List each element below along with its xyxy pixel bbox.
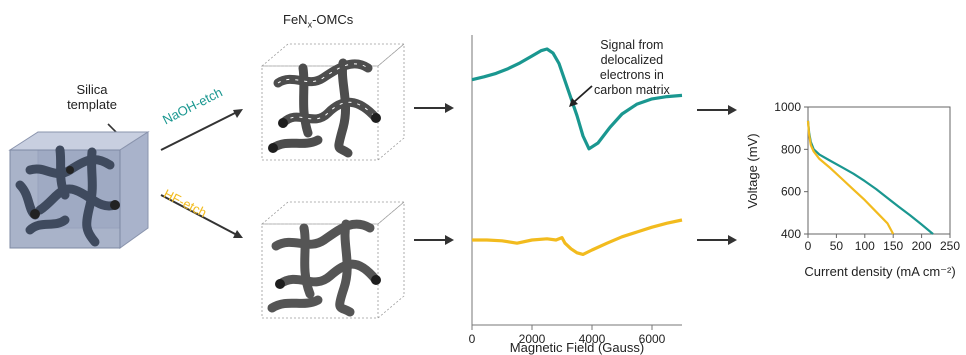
pol-series-1: [806, 120, 895, 235]
pol-y-tick-label: 1000: [774, 100, 801, 114]
hf-arrow: [160, 194, 238, 236]
pol-y-label: Voltage (mV): [745, 133, 760, 208]
epr-spectra-chart: 0 2000 4000 6000 Magnetic Field (Gauss): [469, 35, 683, 355]
omc-struts-top: [268, 58, 381, 158]
polarization-chart: 0 50 100 150 200 250 400 600 800 1000 Current den…: [745, 100, 960, 279]
pol-y-tick-label: 800: [781, 142, 801, 156]
strut-ends: [30, 166, 120, 219]
pol-x-tick-label: 0: [805, 239, 812, 253]
epr-x-label: Magnetic Field (Gauss): [510, 340, 644, 355]
pol-y-tick-label: 600: [781, 185, 801, 199]
epr-series-0: [471, 47, 683, 151]
polarization-plot-frame: [807, 106, 951, 235]
omc-title: FeNx-OMCs: [283, 12, 354, 30]
pol-x-tick-label: 50: [830, 239, 844, 253]
epr-series-1: [472, 218, 683, 256]
naoh-arrow: [160, 111, 238, 151]
pol-x-tick-label: 250: [940, 239, 960, 253]
annotation-arrow: [569, 85, 593, 107]
epr-x-tick-label: 0: [469, 332, 476, 346]
pol-x-label: Current density (mA cm⁻²): [804, 264, 955, 279]
pol-series-0: [806, 120, 934, 235]
etch-arrows: [160, 109, 243, 238]
naoh-omc-cube: [260, 43, 406, 161]
epr-x-tick-label: 2000: [519, 332, 546, 346]
pol-x-tick-label: 100: [855, 239, 875, 253]
signal-annotation: Signal from delocalized electrons in car…: [594, 38, 670, 97]
polarization-arrows: [697, 105, 737, 245]
pol-x-tick-label: 200: [912, 239, 932, 253]
silica-template-cube: [8, 123, 150, 249]
cube-side-face: [119, 131, 149, 249]
pol-y-tick-label: 400: [781, 227, 801, 241]
omc-struts-bottom: [267, 219, 381, 317]
epr-x-tick-label: 4000: [579, 332, 606, 346]
pol-x-tick-label: 150: [883, 239, 903, 253]
epr-x-tick-label: 6000: [639, 332, 666, 346]
epr-arrows: [414, 103, 454, 245]
silica-template-label: Silica template: [67, 82, 117, 112]
hf-omc-cube: [260, 201, 406, 319]
